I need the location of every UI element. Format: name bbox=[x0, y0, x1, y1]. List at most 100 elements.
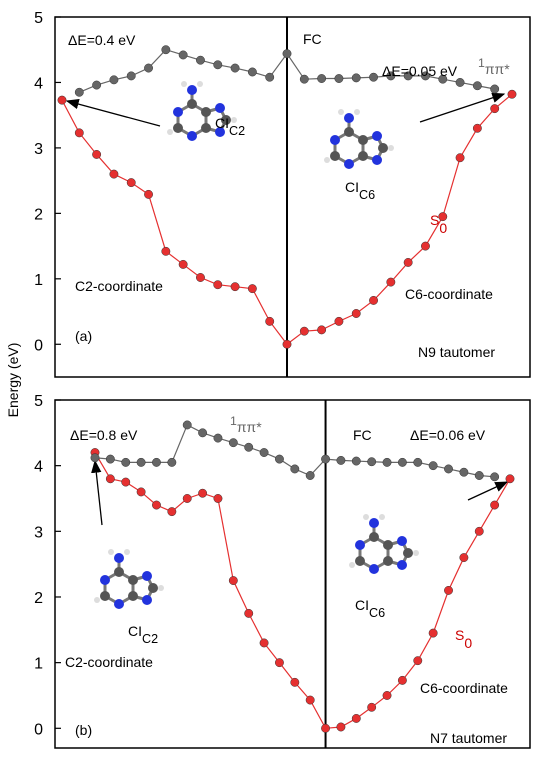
data-point bbox=[152, 501, 160, 509]
data-point bbox=[456, 154, 464, 162]
data-point bbox=[110, 170, 118, 178]
y-tick-label: 5 bbox=[34, 10, 43, 27]
annotation: C2-coordinate bbox=[75, 278, 163, 294]
annotation-sub: C2 bbox=[229, 124, 245, 138]
data-point bbox=[275, 658, 283, 666]
y-axis-label: Energy (eV) bbox=[5, 343, 21, 418]
data-point bbox=[106, 475, 114, 483]
data-point bbox=[490, 501, 498, 509]
annotation: ΔE=0.8 eV bbox=[70, 427, 138, 443]
data-point bbox=[460, 553, 468, 561]
annotation: FC bbox=[303, 31, 322, 47]
data-point bbox=[429, 629, 437, 637]
y-tick-label: 0 bbox=[34, 337, 43, 354]
data-point bbox=[162, 247, 170, 255]
data-point bbox=[144, 64, 152, 72]
data-point bbox=[168, 507, 176, 515]
data-point bbox=[92, 81, 100, 89]
data-point bbox=[214, 281, 222, 289]
data-point bbox=[144, 190, 152, 198]
data-point bbox=[337, 723, 345, 731]
data-point bbox=[414, 458, 422, 466]
data-point bbox=[122, 478, 130, 486]
data-point bbox=[229, 576, 237, 584]
data-point bbox=[475, 527, 483, 535]
annotation: S0 bbox=[455, 627, 472, 651]
annotation: FC bbox=[353, 427, 372, 443]
data-point bbox=[383, 691, 391, 699]
annotation: 1ππ* bbox=[230, 414, 262, 435]
data-point bbox=[179, 51, 187, 59]
data-point bbox=[214, 61, 222, 69]
data-point bbox=[321, 724, 329, 732]
data-point bbox=[58, 96, 66, 104]
data-point bbox=[122, 458, 130, 466]
data-point bbox=[404, 258, 412, 266]
data-point bbox=[367, 458, 375, 466]
data-point bbox=[110, 76, 118, 84]
data-point bbox=[91, 454, 99, 462]
data-point bbox=[490, 104, 498, 112]
data-point bbox=[92, 150, 100, 158]
annotation: N7 tautomer bbox=[430, 730, 507, 746]
annotation-text: C2-coordinate bbox=[65, 654, 153, 670]
data-point bbox=[367, 703, 375, 711]
y-tick-label: 4 bbox=[34, 75, 43, 92]
data-point bbox=[317, 74, 325, 82]
molecule bbox=[167, 81, 237, 141]
annotation-text: ΔE=0.06 eV bbox=[410, 427, 486, 443]
annotation-text: ΔE=0.05 eV bbox=[382, 63, 458, 79]
data-point bbox=[306, 471, 314, 479]
annotation-text: S bbox=[430, 212, 439, 228]
data-point bbox=[198, 489, 206, 497]
data-point bbox=[473, 82, 481, 90]
plot-frame bbox=[55, 17, 530, 377]
y-tick-label: 0 bbox=[34, 721, 43, 738]
data-point bbox=[456, 78, 464, 86]
data-point bbox=[275, 455, 283, 463]
data-point bbox=[196, 273, 204, 281]
data-point bbox=[352, 309, 360, 317]
data-point bbox=[383, 458, 391, 466]
molecule bbox=[349, 514, 419, 574]
annotation: CIC2 bbox=[128, 623, 158, 646]
annotation: C6-coordinate bbox=[420, 680, 508, 696]
annotation-text: (a) bbox=[75, 328, 92, 344]
data-point bbox=[127, 72, 135, 80]
data-point bbox=[291, 678, 299, 686]
annotation-text: ΔE=0.8 eV bbox=[70, 427, 138, 443]
annotation-sub: 0 bbox=[439, 220, 447, 236]
arrow bbox=[468, 482, 507, 500]
data-point bbox=[283, 340, 291, 348]
data-point bbox=[179, 260, 187, 268]
data-point bbox=[335, 317, 343, 325]
data-point bbox=[473, 124, 481, 132]
data-point bbox=[265, 317, 273, 325]
data-point bbox=[429, 461, 437, 469]
data-point bbox=[398, 458, 406, 466]
annotation-sub: 0 bbox=[464, 635, 472, 651]
data-point bbox=[106, 455, 114, 463]
data-point bbox=[369, 296, 377, 304]
molecule bbox=[94, 549, 164, 609]
data-point bbox=[168, 458, 176, 466]
annotation-text: ππ* bbox=[237, 419, 262, 435]
y-tick-label: 2 bbox=[34, 590, 43, 607]
annotation-text: CI bbox=[128, 623, 142, 639]
data-point bbox=[162, 46, 170, 54]
data-point bbox=[444, 586, 452, 594]
data-point bbox=[506, 475, 514, 483]
annotation: C6-coordinate bbox=[405, 286, 493, 302]
y-tick-label: 1 bbox=[34, 272, 43, 289]
annotation-text: FC bbox=[353, 427, 372, 443]
data-point bbox=[214, 434, 222, 442]
data-point bbox=[335, 74, 343, 82]
data-point bbox=[127, 178, 135, 186]
annotation: CIC6 bbox=[345, 179, 375, 202]
data-point bbox=[245, 609, 253, 617]
data-point bbox=[421, 242, 429, 250]
y-tick-label: 2 bbox=[34, 206, 43, 223]
data-point bbox=[196, 56, 204, 64]
data-point bbox=[75, 129, 83, 137]
data-point bbox=[260, 448, 268, 456]
